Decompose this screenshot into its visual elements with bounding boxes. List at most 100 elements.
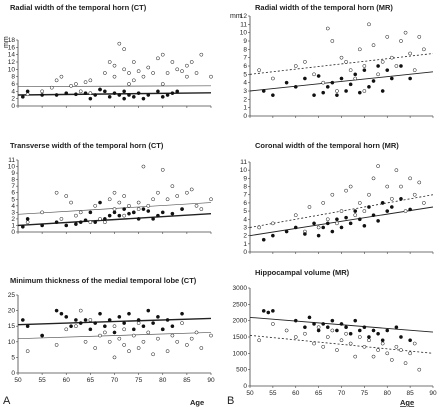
data-point-open — [189, 336, 194, 341]
data-point-open — [389, 196, 394, 201]
chart-title: Hippocampal volume (MR) — [255, 268, 350, 277]
x-tick-label: 60 — [292, 390, 300, 397]
data-point-open — [339, 338, 344, 343]
data-point-open — [40, 210, 44, 215]
chart-title: Minimum thickness of the medial temporal… — [10, 276, 197, 285]
data-point-open — [271, 76, 275, 81]
data-point-open — [257, 225, 261, 230]
data-point-filled — [353, 209, 358, 213]
data-point-open — [122, 194, 127, 198]
data-point-open — [403, 361, 408, 365]
data-point-open — [40, 89, 44, 94]
data-point-filled — [78, 321, 83, 325]
data-point-open — [117, 200, 122, 205]
data-point-open — [103, 220, 107, 225]
data-point-open — [141, 339, 146, 344]
y-tick-label: 8 — [11, 177, 15, 184]
y-tick-label: 5 — [243, 71, 247, 78]
data-point-filled — [93, 321, 98, 325]
data-point-filled — [293, 84, 298, 89]
x-tick-label: 50 — [246, 390, 254, 397]
data-point-filled — [40, 333, 44, 338]
data-point-open — [156, 190, 160, 195]
data-point-filled — [156, 213, 160, 218]
y-tick-label: 3 — [243, 88, 247, 95]
data-point-filled — [151, 217, 155, 221]
data-point-filled — [156, 314, 160, 319]
data-point-open — [151, 197, 155, 202]
data-point-filled — [399, 64, 403, 68]
data-point-filled — [339, 322, 344, 326]
data-point-open — [185, 190, 189, 195]
data-point-filled — [78, 220, 83, 225]
data-point-filled — [83, 91, 88, 96]
data-point-open — [156, 56, 160, 61]
data-point-open — [131, 333, 136, 338]
chart-panel-5: Coronal width of the temporal horn (MR) 0… — [240, 141, 434, 256]
data-point-open — [117, 41, 122, 46]
data-point-open — [199, 52, 204, 57]
data-point-filled — [93, 220, 98, 225]
data-point-open — [371, 43, 376, 48]
data-point-open — [112, 74, 117, 79]
data-point-open — [330, 39, 335, 43]
y-tick-label: 3 — [11, 209, 15, 216]
data-point-filled — [261, 237, 266, 242]
data-point-filled — [348, 331, 353, 336]
data-point-open — [112, 63, 117, 68]
data-point-open — [389, 55, 394, 60]
data-point-filled — [69, 324, 73, 329]
data-point-filled — [344, 89, 348, 93]
y-tick-label: 7 — [243, 192, 247, 199]
data-point-filled — [103, 217, 107, 221]
data-point-open — [146, 203, 151, 208]
data-point-open — [25, 349, 30, 354]
data-point-open — [330, 192, 335, 197]
data-point-open — [399, 184, 403, 189]
data-point-filled — [321, 90, 326, 95]
data-point-filled — [362, 68, 367, 73]
panel-letter-b: B — [227, 395, 234, 407]
y-tick-label: 1 — [243, 241, 247, 248]
data-point-filled — [180, 311, 184, 316]
data-point-open — [293, 213, 298, 218]
data-point-open — [165, 197, 170, 202]
data-point-filled — [353, 72, 358, 77]
data-point-open — [175, 194, 180, 198]
data-point-open — [367, 338, 371, 343]
data-point-open — [357, 47, 362, 52]
data-point-filled — [136, 91, 141, 96]
data-point-open — [83, 80, 88, 85]
data-point-open — [93, 346, 98, 350]
data-point-open — [357, 201, 362, 205]
data-point-open — [112, 190, 117, 195]
y-tick-label: 7 — [243, 55, 247, 62]
y-tick-label: 11 — [240, 21, 247, 28]
data-point-open — [127, 71, 131, 75]
data-point-open — [189, 60, 194, 64]
data-point-open — [394, 168, 399, 173]
data-point-filled — [399, 335, 403, 339]
data-point-filled — [98, 200, 102, 205]
y-tick-label: 500 — [236, 367, 247, 374]
data-point-filled — [380, 338, 385, 343]
data-point-open — [316, 325, 321, 330]
data-point-open — [422, 47, 426, 52]
x-tick-label: 75 — [135, 377, 143, 384]
x-tick-label: 55 — [39, 377, 47, 384]
data-point-open — [367, 22, 371, 27]
data-point-open — [403, 209, 408, 213]
y-tick-label: 12 — [8, 59, 16, 66]
data-point-open — [180, 321, 184, 325]
data-point-filled — [380, 201, 385, 205]
data-point-open — [175, 339, 180, 344]
data-point-filled — [74, 222, 78, 226]
data-point-open — [122, 67, 127, 72]
data-point-filled — [107, 94, 112, 99]
data-point-filled — [344, 215, 348, 220]
data-point-open — [325, 217, 330, 222]
y-tick-label: 3 — [243, 224, 247, 231]
data-point-filled — [408, 338, 412, 343]
data-point-open — [321, 80, 326, 85]
y-tick-label: 1 — [243, 105, 247, 112]
